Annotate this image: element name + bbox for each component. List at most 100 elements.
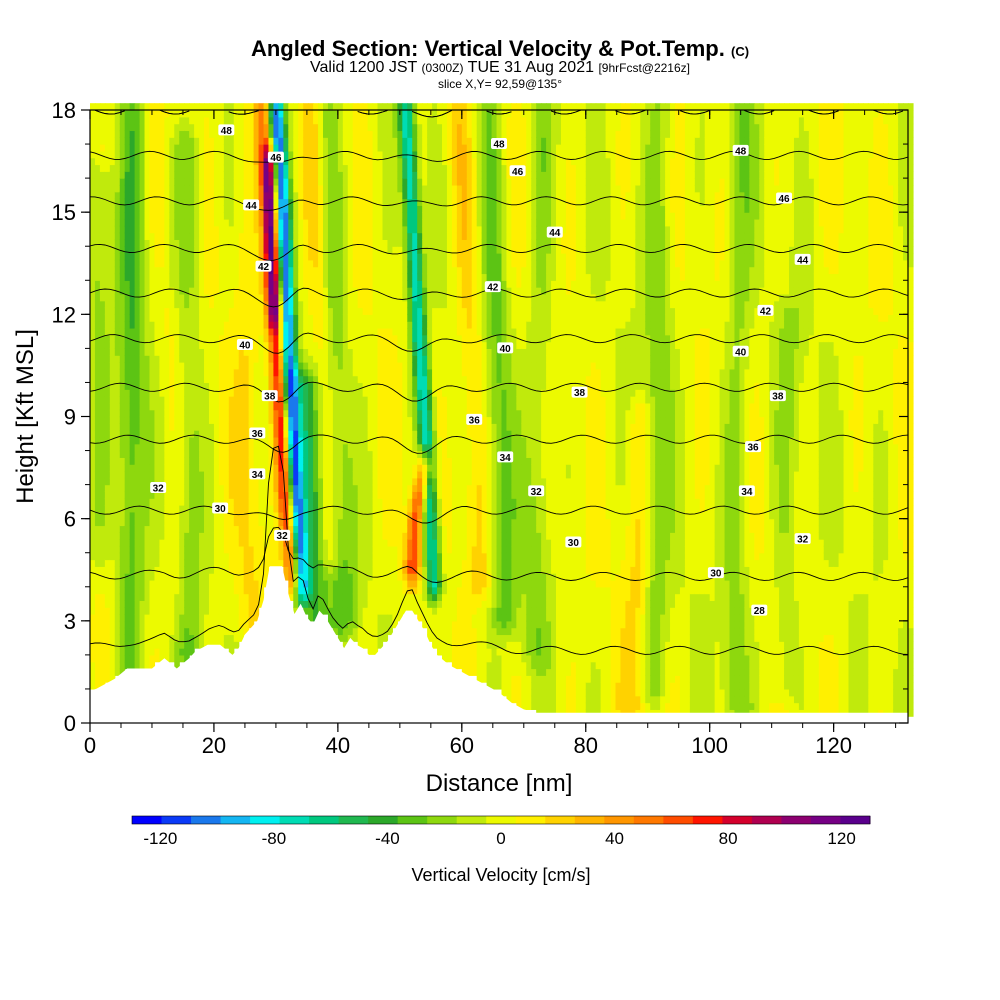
contour-label-bg bbox=[249, 468, 266, 480]
contour-label-text: 40 bbox=[500, 344, 512, 355]
y-axis-label: Height [Kft MSL] bbox=[12, 329, 39, 504]
colorbar-swatch bbox=[338, 816, 369, 824]
contour-label-bg bbox=[776, 192, 793, 204]
contour-label-bg bbox=[528, 485, 545, 497]
theta-contour-label: 30 bbox=[707, 567, 724, 580]
colorbar-swatch bbox=[545, 816, 576, 824]
contour-label-bg bbox=[745, 441, 762, 453]
terrain bbox=[90, 566, 908, 723]
theta-contour-line bbox=[89, 332, 909, 354]
contour-label-text: 40 bbox=[239, 340, 251, 351]
contour-label-bg bbox=[255, 260, 272, 272]
valid-prefix: Valid 1200 JST bbox=[310, 59, 418, 76]
theta-contour-label: 46 bbox=[509, 165, 526, 178]
vertical-velocity-field bbox=[90, 103, 914, 717]
theta-contour-label: 44 bbox=[546, 226, 563, 239]
contour-label-text: 46 bbox=[270, 153, 282, 164]
contour-label-text: 40 bbox=[735, 347, 747, 358]
colorbar: -120 -80 -40 0 40 80 120 Vertical Velocity [cm/… bbox=[131, 815, 871, 885]
colorbar-swatch bbox=[751, 816, 782, 824]
theta-contour-label: 42 bbox=[255, 260, 272, 273]
contour-label-bg bbox=[497, 451, 514, 463]
theta-contour-label: 40 bbox=[732, 345, 749, 358]
contour-label-bg bbox=[565, 536, 582, 548]
theta-contour-label: 44 bbox=[794, 253, 811, 266]
contour-label-text: 38 bbox=[772, 392, 784, 403]
theta-contour-label: 46 bbox=[776, 192, 793, 205]
x-tick-label: 0 bbox=[84, 733, 96, 758]
y-tick-label: 12 bbox=[52, 302, 76, 327]
contour-label-text: 48 bbox=[735, 146, 747, 157]
slice-info: slice X,Y= 92,59@135° bbox=[437, 77, 563, 91]
contour-label-bg bbox=[212, 502, 229, 514]
theta-contour-line bbox=[89, 434, 909, 454]
colorbar-swatch bbox=[633, 816, 664, 824]
contour-label-text: 48 bbox=[221, 126, 233, 137]
contour-label-text: 36 bbox=[469, 415, 481, 426]
contour-label-text: 42 bbox=[258, 262, 270, 273]
theta-contour-label: 44 bbox=[243, 199, 260, 212]
theta-contour-labels: 48 48 48 46 46 46 44 44 44 42 42 42 40 40 40 38 38 38 36 36… bbox=[150, 124, 811, 617]
colorbar-tick-label: 80 bbox=[719, 829, 738, 848]
colorbar-swatch bbox=[368, 816, 399, 824]
contour-label-bg bbox=[707, 567, 724, 579]
colorbar-swatch bbox=[309, 816, 340, 824]
colorbar-swatch bbox=[456, 816, 487, 824]
contour-label-bg bbox=[261, 390, 278, 402]
contour-label-text: 44 bbox=[246, 201, 258, 212]
contour-label-text: 30 bbox=[710, 569, 722, 580]
valid-utc: (0300Z) bbox=[421, 61, 464, 75]
contour-label-text: 32 bbox=[797, 535, 809, 546]
contour-label-bg bbox=[491, 138, 507, 150]
contour-label-text: 28 bbox=[754, 606, 766, 617]
theta-contour-line bbox=[679, 110, 710, 115]
theta-contour-line bbox=[159, 109, 190, 115]
theta-contour-label: 42 bbox=[757, 304, 774, 317]
contour-label-text: 44 bbox=[549, 228, 561, 239]
colorbar-tick-label: -80 bbox=[262, 829, 287, 848]
contour-label-text: 32 bbox=[531, 487, 543, 498]
contour-label-text: 34 bbox=[741, 487, 753, 498]
x-tick-label: 40 bbox=[326, 733, 350, 758]
theta-contour-label: 46 bbox=[267, 151, 284, 164]
title-tag: (C) bbox=[731, 44, 750, 59]
colorbar-swatch bbox=[427, 816, 458, 824]
theta-contour-label: 34 bbox=[497, 451, 514, 464]
theta-contour-line bbox=[89, 243, 909, 261]
colorbar-swatch bbox=[722, 816, 753, 824]
theta-contour-label: 38 bbox=[769, 390, 786, 403]
colorbar-tick-label: -120 bbox=[143, 829, 177, 848]
theta-contour-label: 28 bbox=[751, 604, 768, 617]
theta-contour-line bbox=[228, 110, 259, 115]
theta-contour-line bbox=[89, 150, 909, 163]
theta-contour-line bbox=[357, 109, 388, 115]
contour-label-text: 48 bbox=[493, 140, 505, 151]
contour-label-text: 46 bbox=[512, 167, 524, 178]
x-tick-label: 100 bbox=[691, 733, 728, 758]
x-axis-label: Distance [nm] bbox=[426, 770, 573, 797]
y-tick-label: 6 bbox=[64, 507, 76, 532]
theta-contour-label: 48 bbox=[218, 124, 235, 137]
contour-label-bg bbox=[732, 144, 749, 156]
theta-contour-line bbox=[486, 110, 512, 115]
theta-contour-line bbox=[89, 381, 909, 403]
contour-label-bg bbox=[794, 253, 811, 265]
y-tick-label: 0 bbox=[64, 711, 76, 736]
theta-contour-line bbox=[744, 109, 775, 115]
colorbar-tick-label: 0 bbox=[496, 829, 505, 848]
y-tick-label: 9 bbox=[64, 405, 76, 430]
colorbar-swatch bbox=[604, 816, 635, 824]
contour-label-bg bbox=[249, 427, 266, 439]
colorbar-tick-label: 120 bbox=[827, 829, 855, 848]
contour-label-bg bbox=[484, 281, 501, 293]
theta-contour-label: 34 bbox=[249, 468, 266, 481]
theta-contour-line bbox=[550, 109, 581, 115]
theta-contour-label: 48 bbox=[732, 144, 749, 157]
x-tick-label: 120 bbox=[815, 733, 852, 758]
theta-contour-label: 34 bbox=[738, 485, 755, 498]
contour-label-text: 30 bbox=[215, 504, 227, 515]
y-tick-label: 3 bbox=[64, 609, 76, 634]
colorbar-swatch bbox=[692, 816, 723, 824]
colorbar-swatch bbox=[279, 816, 310, 824]
